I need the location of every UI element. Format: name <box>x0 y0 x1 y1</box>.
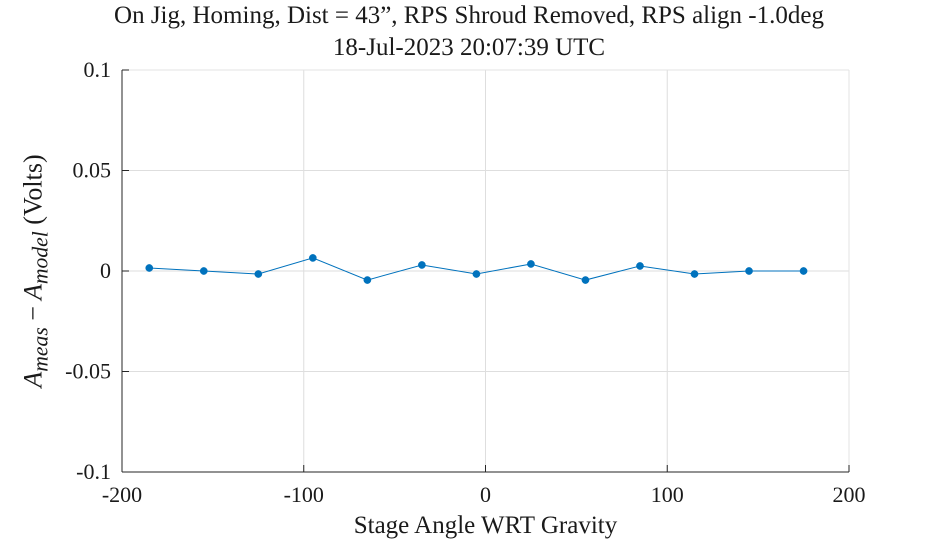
x-tick-label: -200 <box>102 482 142 507</box>
y-label-base: A <box>18 371 48 388</box>
data-point <box>581 276 590 284</box>
data-point <box>363 276 372 284</box>
data-point <box>472 270 481 278</box>
x-axis-label: Stage Angle WRT Gravity <box>353 512 618 539</box>
y-tick-label: -0.1 <box>76 459 111 484</box>
y-axis-ticks: -0.1 -0.05 0 0.05 0.1 <box>65 57 129 484</box>
data-point <box>636 262 644 270</box>
data-point <box>254 270 263 278</box>
y-label-base-2: A <box>18 284 48 301</box>
y-label-unit: (Volts) <box>18 154 48 225</box>
y-tick-label: -0.05 <box>65 359 111 384</box>
y-label-minus: − <box>18 306 48 321</box>
data-point <box>199 267 208 275</box>
chart-title-line2: 18-Jul-2023 20:07:39 UTC <box>332 34 606 61</box>
chart-title-line1: On Jig, Homing, Dist = 43”, RPS Shroud R… <box>114 2 824 29</box>
y-label-sub-meas: meas <box>28 327 53 372</box>
y-axis-label: Ameas − Amodel (Volts) <box>18 154 53 387</box>
data-point <box>527 260 535 268</box>
data-point <box>745 267 753 275</box>
data-point <box>145 264 154 272</box>
x-tick-label: 200 <box>833 482 866 507</box>
y-tick-label: 0.05 <box>73 158 112 183</box>
data-point <box>308 254 317 262</box>
x-tick-label: 100 <box>651 482 684 507</box>
x-axis-ticks: -200 -100 0 100 200 <box>102 465 866 507</box>
y-label-sub-model: model <box>28 231 53 285</box>
x-tick-label: -100 <box>284 482 324 507</box>
y-tick-label: 0.1 <box>84 57 112 82</box>
grid-lines <box>122 70 849 472</box>
x-tick-label: 0 <box>480 482 491 507</box>
y-tick-label: 0 <box>100 258 111 283</box>
data-point <box>690 270 699 278</box>
data-point <box>799 267 808 275</box>
data-series <box>145 254 808 284</box>
data-point <box>418 261 426 269</box>
